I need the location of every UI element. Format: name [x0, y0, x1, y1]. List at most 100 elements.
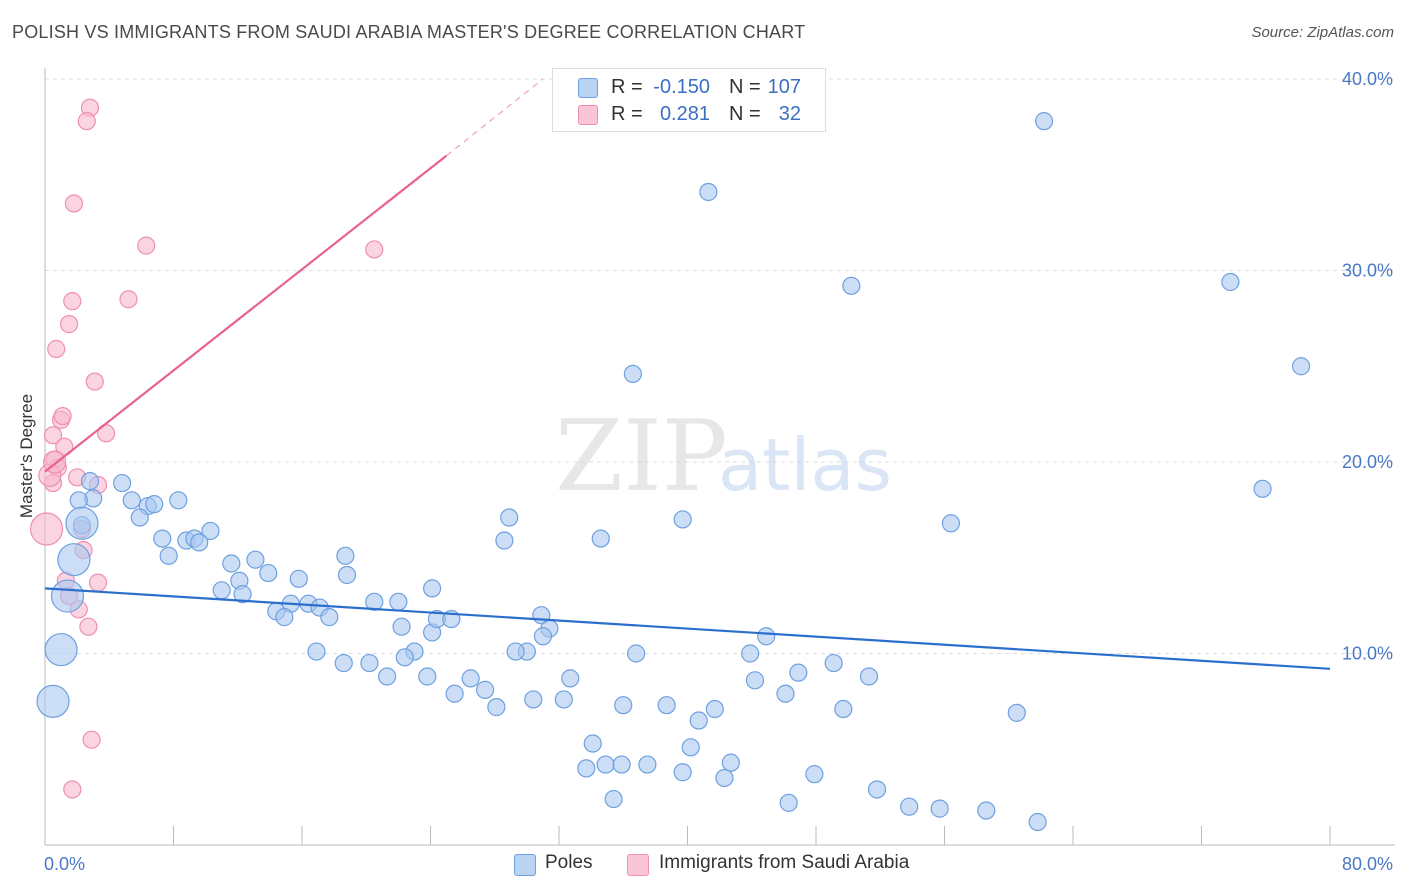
poles-point: [112, 473, 132, 493]
poles-point: [779, 793, 798, 812]
poles-point: [36, 684, 70, 718]
y-tick-label: 40.0%: [1342, 69, 1393, 89]
saudi-point: [63, 780, 82, 799]
poles-point: [859, 667, 879, 686]
poles-point: [533, 627, 553, 646]
poles-point: [604, 789, 623, 809]
poles-point: [596, 755, 615, 774]
poles-point: [673, 510, 692, 529]
poles-point: [130, 508, 149, 527]
watermark: ZIP atlas: [555, 400, 892, 514]
watermark-zip: ZIP: [555, 400, 728, 514]
poles-point: [689, 711, 708, 730]
poles-point: [122, 491, 141, 510]
bottom-legend-label-poles: Poles: [545, 852, 593, 873]
poles-point: [392, 617, 411, 636]
legend-swatch-saudi: [578, 105, 598, 125]
legend-row-poles: R = -0.150 N = 107: [553, 73, 825, 101]
poles-point: [506, 642, 525, 661]
poles-point: [378, 667, 397, 686]
poles-point: [190, 533, 209, 552]
poles-point: [1028, 812, 1047, 832]
x-tick-labels: 0.0% 80.0%: [44, 854, 1393, 874]
poles-point: [445, 684, 464, 703]
saudi-point: [43, 426, 63, 445]
poles-point: [500, 508, 519, 527]
poles-point: [246, 550, 265, 569]
poles-point: [745, 671, 765, 690]
series-saudi-arabia: [30, 98, 384, 799]
poles-point: [80, 472, 100, 491]
y-axis-title: Master's Degree: [17, 394, 36, 518]
y-tick-label: 20.0%: [1342, 452, 1393, 472]
poles-point: [1034, 112, 1054, 131]
saudi-point: [119, 290, 138, 309]
poles-point: [145, 495, 164, 514]
saudi-point: [137, 236, 156, 255]
poles-point: [423, 579, 442, 598]
poles-point: [789, 663, 808, 682]
poles-point: [623, 364, 642, 384]
legend-row-saudi: R = 0.281 N = 32: [553, 100, 825, 128]
poles-point: [1253, 479, 1272, 498]
poles-point: [334, 653, 353, 673]
poles-point: [289, 569, 308, 588]
poles-point: [1007, 703, 1026, 722]
poles-point: [320, 608, 339, 627]
poles-point: [638, 755, 657, 774]
legend-r-value: 0.281: [659, 103, 710, 125]
poles-point: [233, 585, 252, 604]
poles-trend-line: [44, 587, 1331, 670]
poles-point: [69, 491, 88, 510]
poles-point: [1291, 357, 1311, 376]
poles-point: [418, 667, 437, 686]
y-tick-label: 10.0%: [1342, 644, 1393, 664]
legend-r-label: R =: [611, 76, 643, 98]
poles-point: [626, 644, 646, 663]
poles-point: [476, 680, 495, 699]
saudi-point: [30, 512, 64, 546]
poles-point: [591, 529, 610, 548]
saudi-point: [64, 194, 84, 213]
poles-point: [776, 684, 795, 703]
poles-point: [930, 799, 949, 818]
source-label: Source: ZipAtlas.com: [1251, 24, 1394, 41]
legend-n-value: 107: [767, 76, 801, 98]
poles-point: [757, 627, 776, 646]
poles-point: [365, 592, 384, 611]
poles-point: [614, 696, 633, 715]
poles-point: [495, 531, 514, 550]
poles-point: [561, 669, 580, 688]
poles-point: [941, 514, 961, 533]
saudi-trend-extension: [446, 78, 544, 157]
poles-point: [65, 506, 99, 540]
poles-point: [583, 734, 602, 753]
saudi-trend-line: [44, 154, 448, 473]
poles-point: [867, 780, 887, 799]
legend-r-value: -0.150: [653, 76, 710, 98]
poles-point: [715, 768, 734, 788]
poles-point: [612, 755, 631, 774]
legend-n-label: N =: [729, 76, 761, 98]
poles-point: [50, 579, 85, 613]
saudi-point: [63, 292, 82, 311]
x-tick-label-max: 80.0%: [1342, 854, 1393, 874]
series-poles: [36, 112, 1311, 832]
poles-point: [259, 563, 278, 583]
poles-point: [524, 690, 543, 709]
legend-n-value: 32: [778, 103, 801, 125]
poles-point: [554, 690, 573, 709]
poles-point: [824, 653, 843, 673]
poles-point: [159, 546, 178, 565]
saudi-point: [365, 240, 384, 259]
poles-point: [487, 698, 506, 717]
poles-point: [461, 669, 480, 688]
poles-point: [657, 696, 676, 715]
poles-point: [577, 759, 596, 778]
poles-point: [275, 608, 294, 627]
poles-point: [673, 763, 692, 782]
poles-point: [900, 797, 919, 816]
poles-point: [336, 546, 355, 565]
bottom-legend-swatch-poles: [514, 854, 536, 876]
